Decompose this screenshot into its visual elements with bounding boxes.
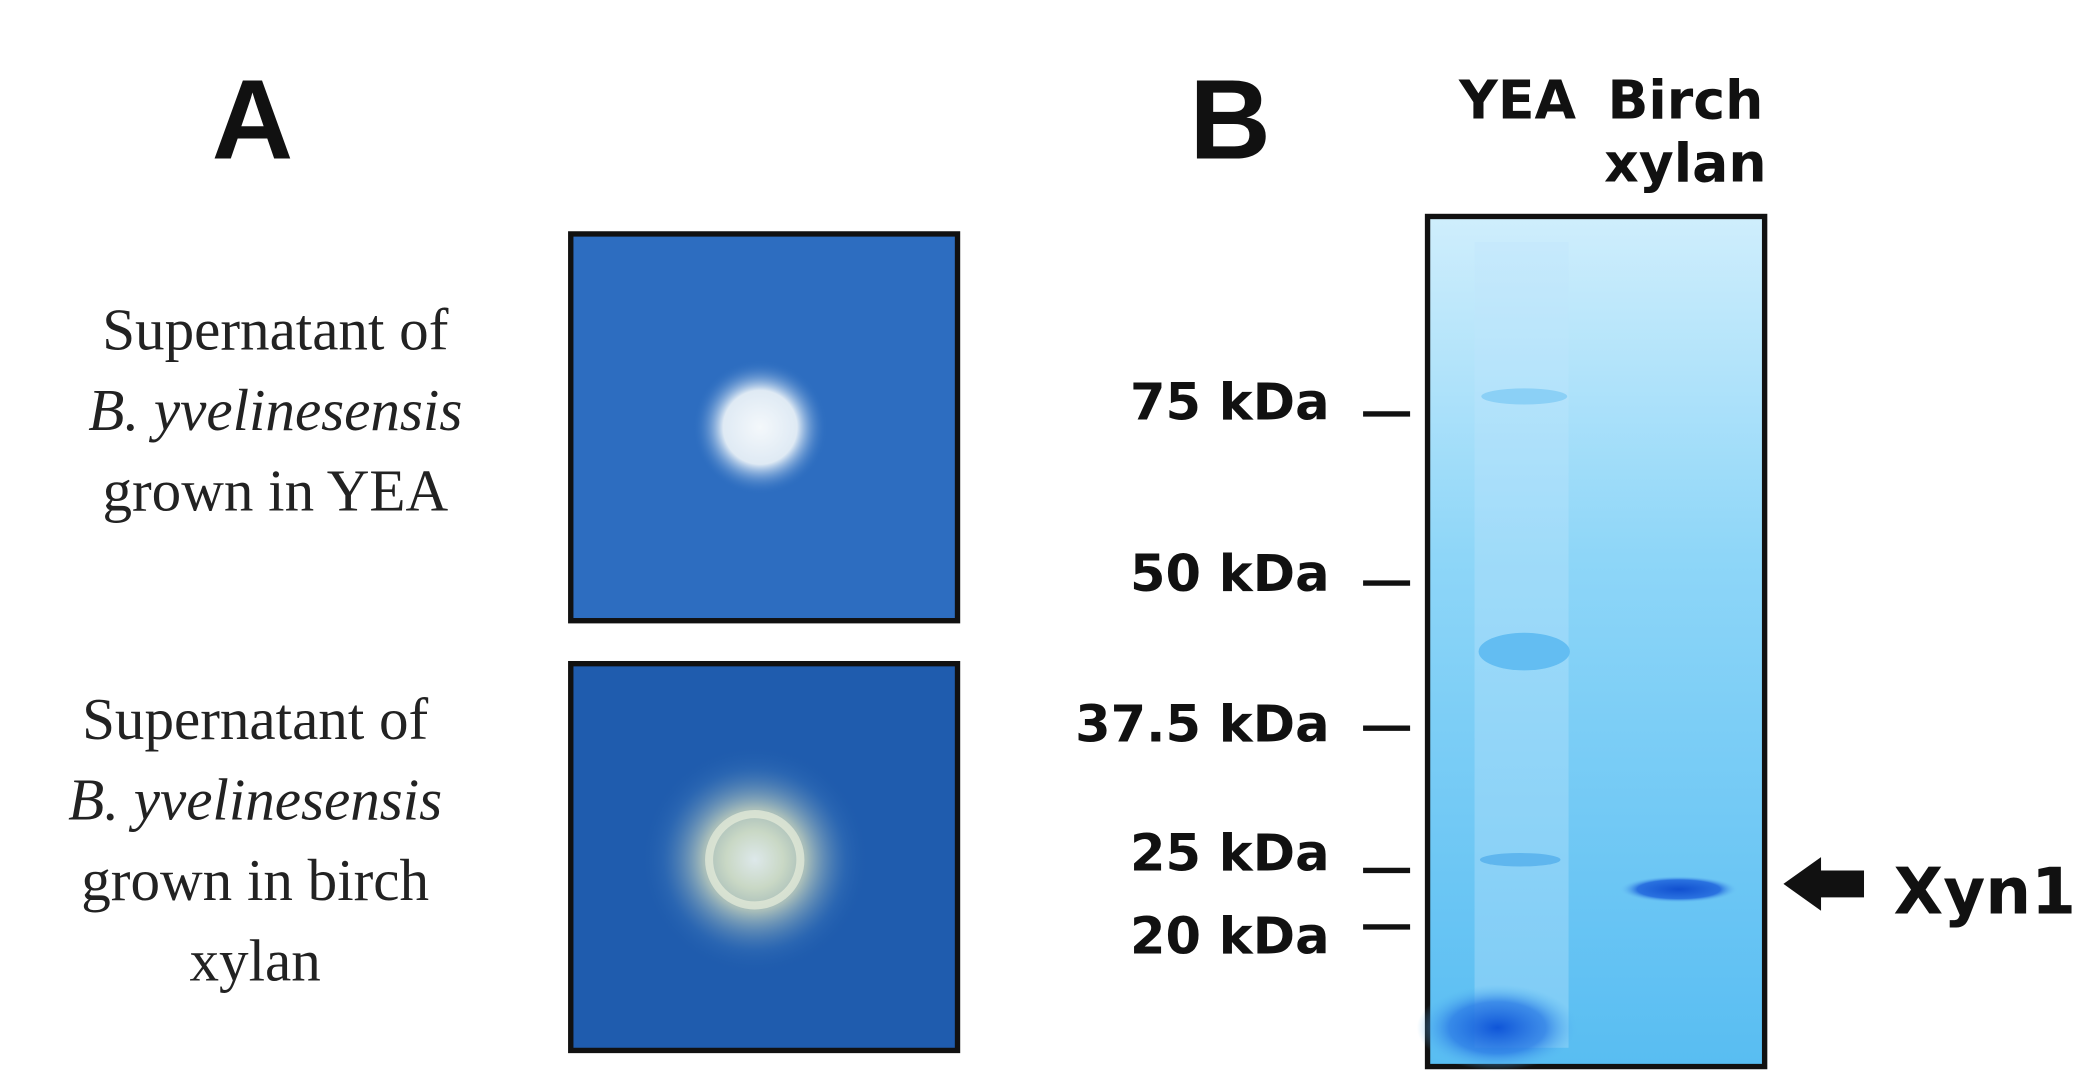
panel-label: A xyxy=(212,57,293,183)
marker-ticks xyxy=(1363,411,1411,930)
ring xyxy=(705,810,805,910)
marker-label: 37.5 kDa xyxy=(1075,696,1329,755)
caption-line: grown in YEA xyxy=(102,458,448,524)
gel-band xyxy=(1481,388,1568,405)
lane-label: xylan xyxy=(1604,132,1767,195)
caption-line: B. yvelinesensis xyxy=(68,766,442,832)
gel-band xyxy=(1619,875,1738,903)
lane-label: YEA xyxy=(1458,68,1577,131)
gel-band xyxy=(1478,632,1570,671)
caption-line: xylan xyxy=(190,928,321,994)
arrow xyxy=(1783,857,1865,911)
halo xyxy=(640,745,869,974)
panel-label: B xyxy=(1189,57,1270,183)
caption-line: Supernatant of xyxy=(82,686,428,752)
caption-line: B. yvelinesensis xyxy=(88,377,462,443)
marker-label: 50 kDa xyxy=(1130,545,1329,604)
marker-label: 20 kDa xyxy=(1130,908,1329,967)
gel-band xyxy=(1416,984,1578,1071)
annotation: Xyn1 xyxy=(1894,854,2076,929)
gel-band xyxy=(1479,853,1561,867)
halo xyxy=(692,360,828,495)
caption-line: grown in birch xyxy=(81,847,429,913)
marker-label: 25 kDa xyxy=(1130,824,1329,883)
gel xyxy=(1424,213,1768,1070)
lane-label: Birch xyxy=(1607,68,1763,131)
caption-line: Supernatant of xyxy=(102,296,448,362)
marker-label: 75 kDa xyxy=(1130,373,1329,432)
